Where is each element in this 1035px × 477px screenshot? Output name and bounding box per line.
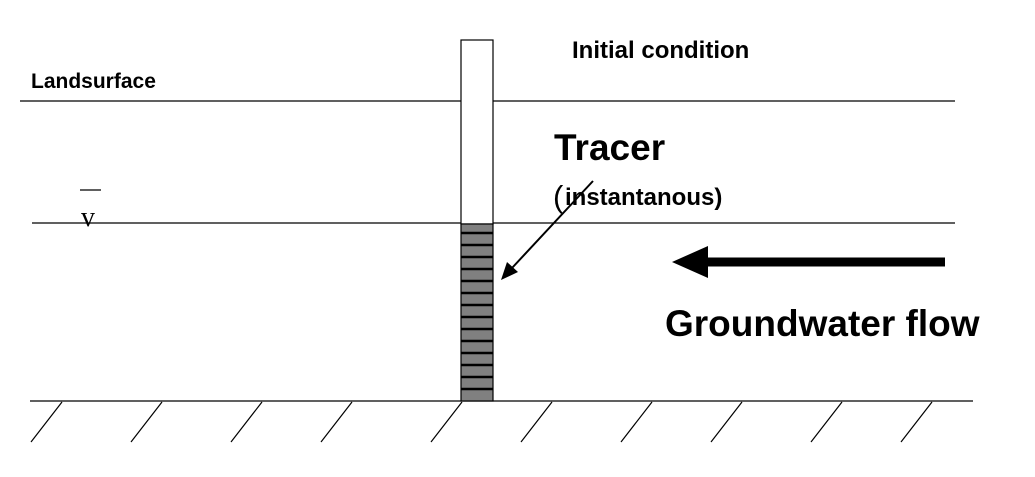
water-table-symbol: v	[81, 202, 95, 233]
hatch-mark	[320, 401, 353, 443]
base-hatching	[30, 401, 933, 443]
tracer-screen	[460, 223, 494, 402]
flow-arrow-head	[672, 246, 708, 278]
hatch-mark	[520, 401, 553, 443]
well-column	[460, 39, 494, 225]
hatch-mark	[130, 401, 163, 443]
initial-condition-label: Initial condition	[572, 37, 750, 64]
landsurface-label: Landsurface	[31, 70, 156, 93]
tracer-pointer-line	[511, 180, 594, 269]
hatch-mark	[430, 401, 463, 443]
hatch-mark	[810, 401, 843, 443]
tracer-screen-stripes	[461, 231, 493, 391]
hatch-mark	[230, 401, 263, 443]
tracer-sub-label: instantanous)	[565, 184, 723, 211]
tracer-paren-label: (	[553, 179, 564, 214]
hatch-mark	[30, 401, 63, 443]
hatch-mark	[710, 401, 743, 443]
tracer-pointer-arrowhead	[501, 262, 518, 280]
tracer-label: Tracer	[554, 127, 666, 168]
hatch-mark	[900, 401, 933, 443]
hatch-mark	[620, 401, 653, 443]
groundwater-flow-label: Groundwater flow	[665, 303, 980, 344]
